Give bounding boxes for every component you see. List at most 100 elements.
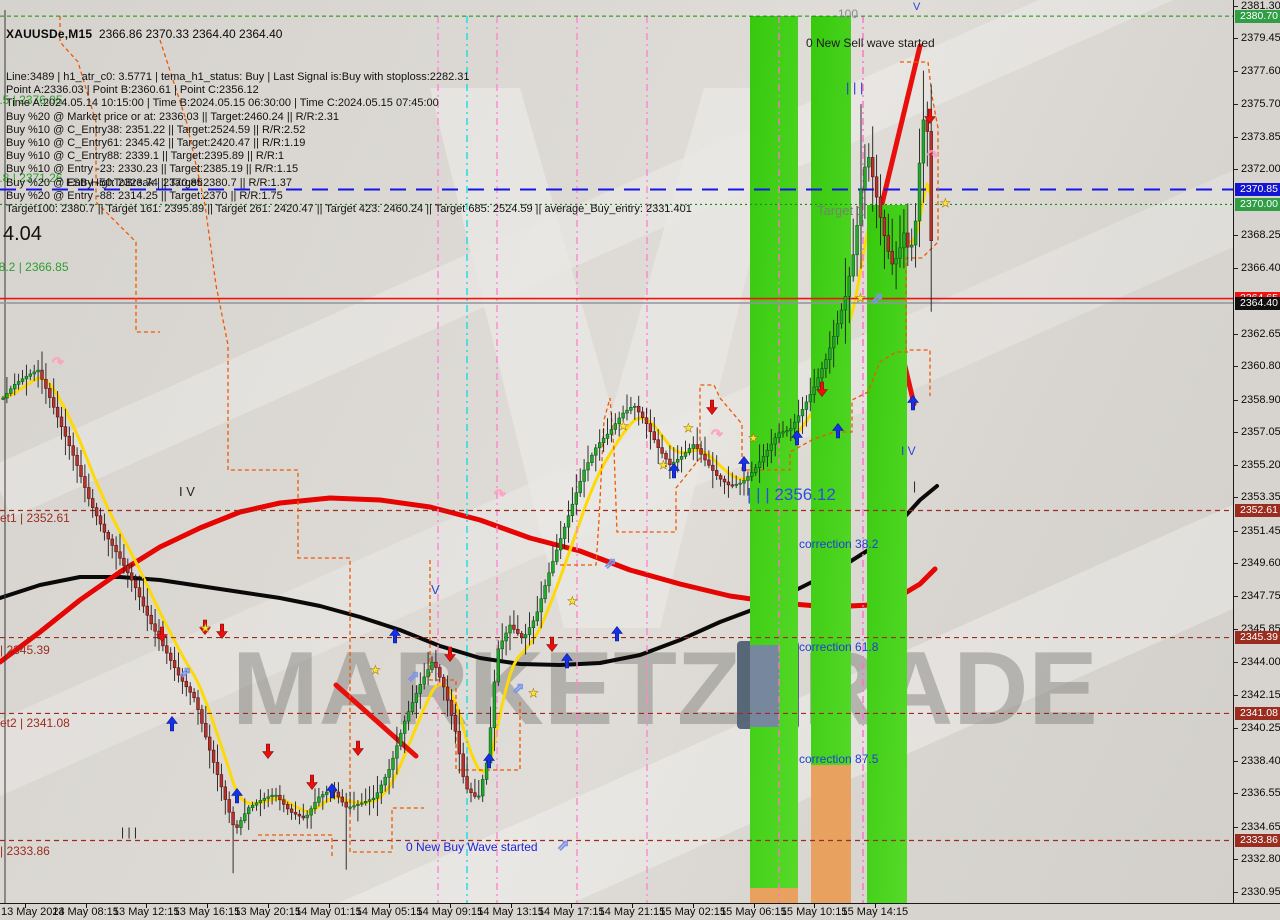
correction-zone[interactable]: [750, 888, 798, 903]
zigzag-trendline[interactable]: [333, 682, 419, 759]
buy-arrow-icon[interactable]: [668, 463, 680, 479]
fibo-zones[interactable]: [750, 16, 907, 903]
star-icon[interactable]: ★: [748, 431, 759, 446]
star-icon[interactable]: ★: [683, 421, 694, 436]
annotation-text[interactable]: I V: [901, 444, 916, 458]
annotation-text[interactable]: Target 1: [817, 203, 864, 218]
annotation-text[interactable]: 0 New Buy Wave started: [406, 840, 538, 854]
sell-arrow-icon[interactable]: [706, 399, 718, 415]
time-axis[interactable]: 13 May 2024 13 May 08:15 13 May 12:15 13 Ma…: [0, 903, 1280, 920]
bear-candle: [169, 652, 173, 661]
level-label[interactable]: et1 | 2352.61: [0, 511, 70, 525]
level-label[interactable]: 61.8 | 2371.26: [0, 171, 63, 185]
star-icon[interactable]: ★: [855, 291, 866, 306]
bear-candle: [126, 565, 130, 574]
level-label[interactable]: | 2345.39: [0, 643, 50, 657]
correction-zone[interactable]: [811, 765, 851, 903]
sell-arrow-icon[interactable]: [816, 381, 828, 397]
bull-candle: [484, 762, 489, 780]
ghost-arrow-icon[interactable]: ⇗: [871, 290, 885, 308]
buy-arrow-icon[interactable]: [738, 456, 750, 472]
annotation-text[interactable]: | | |: [121, 825, 137, 839]
buy-arrow-icon[interactable]: [832, 423, 844, 439]
buy-arrow-icon[interactable]: [611, 626, 623, 642]
annotation-text[interactable]: V: [431, 582, 440, 597]
price-tickmark: [1234, 891, 1238, 893]
chart-annotations: 100 0 New Sell wave started | | | Target 1 I…: [0, 1, 935, 858]
ghost-arrow-icon[interactable]: ⇗: [557, 837, 571, 855]
annotation-text[interactable]: correction 38.2: [799, 537, 879, 551]
signal-markers[interactable]: ★★★★★★★★★★⇗ ⇗⇗⇗⇗⇗↷↷↷↷: [52, 108, 951, 855]
buy-arrow-icon[interactable]: [231, 788, 243, 804]
buy-arrow-icon[interactable]: [389, 628, 401, 644]
annotation-text[interactable]: V: [913, 1, 921, 13]
time-tickmark: [450, 904, 451, 908]
bear-candle: [336, 791, 341, 798]
annotation-text[interactable]: correction 61.8: [799, 640, 879, 654]
bull-candle: [360, 802, 364, 805]
buy-arrow-icon[interactable]: [326, 783, 338, 799]
pink-arrow-icon[interactable]: ↷: [711, 426, 724, 443]
sell-arrow-icon[interactable]: [924, 108, 936, 124]
ghost-arrow-icon[interactable]: ⇗: [604, 555, 618, 573]
annotation-text[interactable]: | | |: [846, 80, 863, 95]
level-label[interactable]: 4.04: [3, 223, 42, 245]
annotation-text[interactable]: correction 87.5: [799, 752, 879, 766]
sell-arrow-icon[interactable]: [156, 626, 168, 642]
buy-arrow-icon[interactable]: [483, 753, 495, 769]
buy-arrow-icon[interactable]: [561, 653, 573, 669]
star-icon[interactable]: ★: [200, 621, 211, 636]
annotation-text[interactable]: |: [913, 479, 916, 493]
price-axis[interactable]: 2381.30 2379.45 2377.60 2375.70 2373.85 2372.…: [1233, 0, 1280, 903]
star-icon[interactable]: ★: [567, 594, 578, 609]
buy-arrow-icon[interactable]: [166, 716, 178, 732]
ghost-arrow-icon[interactable]: ⇗: [407, 668, 421, 686]
sell-arrow-icon[interactable]: [352, 740, 364, 756]
level-label[interactable]: 87.5 | 2376.05: [0, 93, 63, 107]
annotation-text[interactable]: I V: [179, 484, 195, 499]
sell-arrow-icon[interactable]: [444, 646, 456, 662]
session-vlines[interactable]: [4, 10, 864, 903]
ghost-arrow-icon[interactable]: ⇗: [512, 680, 526, 698]
sell-arrow-icon[interactable]: [216, 623, 228, 639]
trailing-stop-paths[interactable]: [59, 16, 939, 858]
bull-candle: [352, 805, 356, 808]
buy-arrow-icon[interactable]: [907, 395, 919, 411]
bear-candle: [886, 235, 891, 252]
trailing-stop-path[interactable]: [900, 61, 939, 396]
level-label[interactable]: 88.2 | 2366.85: [0, 260, 69, 274]
pink-arrow-icon[interactable]: ↷: [52, 354, 65, 371]
sell-arrow-icon[interactable]: [262, 743, 274, 759]
star-icon[interactable]: ★: [618, 419, 629, 434]
sell-arrow-icon[interactable]: [199, 619, 211, 635]
trailing-stop-path[interactable]: [560, 351, 908, 566]
annotation-text[interactable]: | | | 2356.12: [747, 485, 836, 504]
green-zone[interactable]: [811, 16, 851, 903]
annotation-text[interactable]: 100: [838, 7, 858, 21]
correction-zone[interactable]: [750, 645, 779, 727]
chart-area[interactable]: MARKETZ RADE ★ ★ ★ ★ ★ ★ ★ ★ ★ ★ ⇗ ⇗ ⇗ ⇗ ⇗ ⇗ ↷ ↷ ↷ ↷ 100 0 New …: [0, 0, 1233, 903]
time-tickmark: [692, 904, 694, 908]
green-zone[interactable]: [867, 205, 907, 903]
ghost-arrow-icon[interactable]: ⇗: [179, 664, 193, 682]
pink-arrow-icon[interactable]: ↷: [927, 147, 940, 164]
star-icon[interactable]: ★: [658, 458, 669, 473]
trailing-stop-path[interactable]: [59, 16, 160, 333]
sell-arrow-icon[interactable]: [306, 774, 318, 790]
bull-candle: [621, 412, 625, 419]
level-label[interactable]: | 2333.86: [0, 844, 50, 858]
star-icon[interactable]: ★: [940, 196, 951, 211]
trailing-stop-path[interactable]: [159, 39, 424, 853]
star-icon[interactable]: ★: [528, 686, 539, 701]
level-label[interactable]: et2 | 2341.08: [0, 716, 70, 730]
pink-arrow-icon[interactable]: ↷: [494, 486, 507, 503]
annotation-text[interactable]: 0 New Sell wave started: [806, 36, 935, 50]
trailing-stop-path[interactable]: [258, 834, 333, 858]
sell-arrow-icon[interactable]: [546, 636, 558, 652]
green-zone[interactable]: [750, 16, 798, 903]
bull-candle: [527, 627, 532, 635]
level-label[interactable]: FSB-HighToBreak | 2370.85: [66, 177, 203, 189]
buy-arrow-icon[interactable]: [791, 430, 803, 446]
star-icon[interactable]: ★: [370, 663, 381, 678]
